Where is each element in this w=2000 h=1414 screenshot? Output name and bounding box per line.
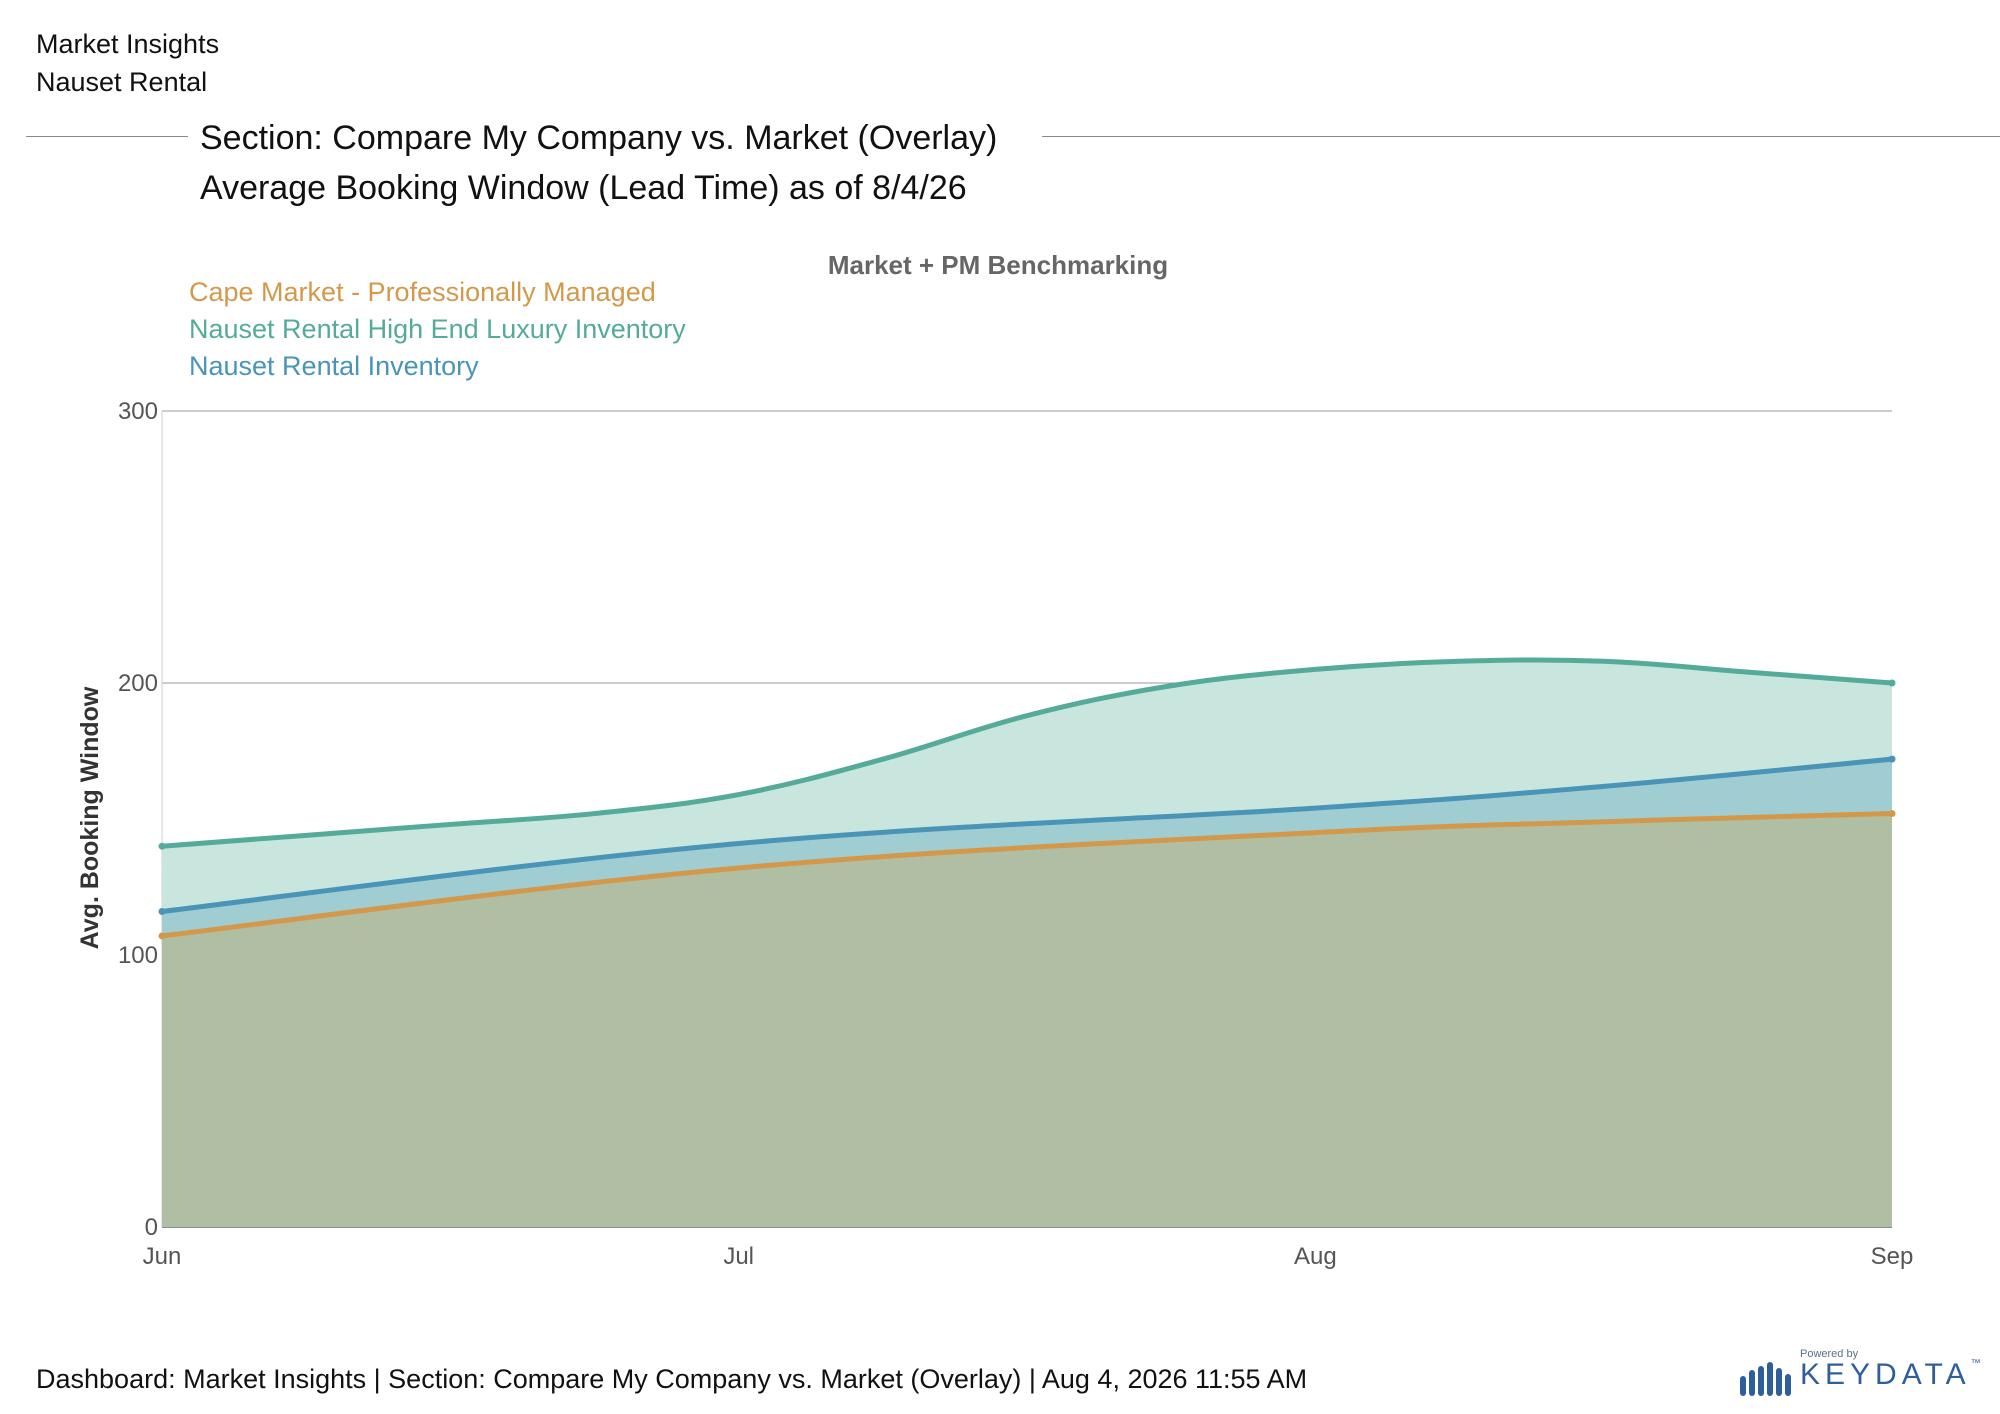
bar-chart-logo-icon <box>1740 1362 1791 1396</box>
powered-by-label: Powered by <box>1800 1348 1859 1360</box>
header-line-2: Nauset Rental <box>36 67 208 97</box>
y-tick-label: 100 <box>118 942 158 969</box>
y-tick-label: 0 <box>145 1214 158 1241</box>
x-tick-label: Sep <box>1871 1243 1914 1270</box>
series-point <box>158 932 166 940</box>
legend-item[interactable]: Nauset Rental Inventory <box>189 351 479 381</box>
y-tick-label: 300 <box>118 398 158 425</box>
axis-layer: 0 100 200 300 Jun Jul Aug Sep <box>118 398 1913 1270</box>
series-point <box>1888 810 1896 818</box>
header-line-1: Market Insights <box>36 29 220 59</box>
series-point <box>1888 755 1896 763</box>
x-tick-label: Jul <box>723 1243 754 1270</box>
brand-name-text: KEYDATA <box>1800 1358 1971 1391</box>
trademark-mark: ™ <box>1970 1358 1981 1369</box>
series-point <box>158 907 166 915</box>
keydata-logo: Powered by KEYDATA™ <box>1740 1348 1981 1398</box>
legend: Cape Market - Professionally Managed Naus… <box>189 277 686 381</box>
section-title: Section: Compare My Company vs. Market (… <box>200 119 998 157</box>
x-tick-label: Aug <box>1294 1243 1337 1270</box>
section-subtitle: Average Booking Window (Lead Time) as of… <box>200 169 967 207</box>
legend-item[interactable]: Cape Market - Professionally Managed <box>189 277 656 307</box>
x-tick-label: Jun <box>143 1243 182 1270</box>
series-point <box>158 842 166 850</box>
brand-name: KEYDATA™ <box>1800 1358 1981 1392</box>
line-layer <box>158 657 1896 940</box>
footer-text: Dashboard: Market Insights | Section: Co… <box>36 1364 1308 1394</box>
series-point <box>1888 679 1896 687</box>
y-axis-title: Avg. Booking Window <box>76 686 104 949</box>
chart-title: Market + PM Benchmarking <box>828 250 1168 280</box>
area-layer <box>162 659 1892 1227</box>
series-line-1 <box>159 657 1895 849</box>
series-area-0 <box>162 813 1892 1227</box>
y-tick-label: 200 <box>118 670 158 697</box>
legend-item[interactable]: Nauset Rental High End Luxury Inventory <box>189 314 686 344</box>
area-chart: 0 100 200 300 Jun Jul Aug Sep Market + PM Bench… <box>76 250 1913 1270</box>
series-line-0 <box>159 811 1895 939</box>
section-rule-right <box>1042 136 2000 137</box>
series-line-2 <box>159 756 1895 914</box>
section-rule-left <box>26 136 188 137</box>
